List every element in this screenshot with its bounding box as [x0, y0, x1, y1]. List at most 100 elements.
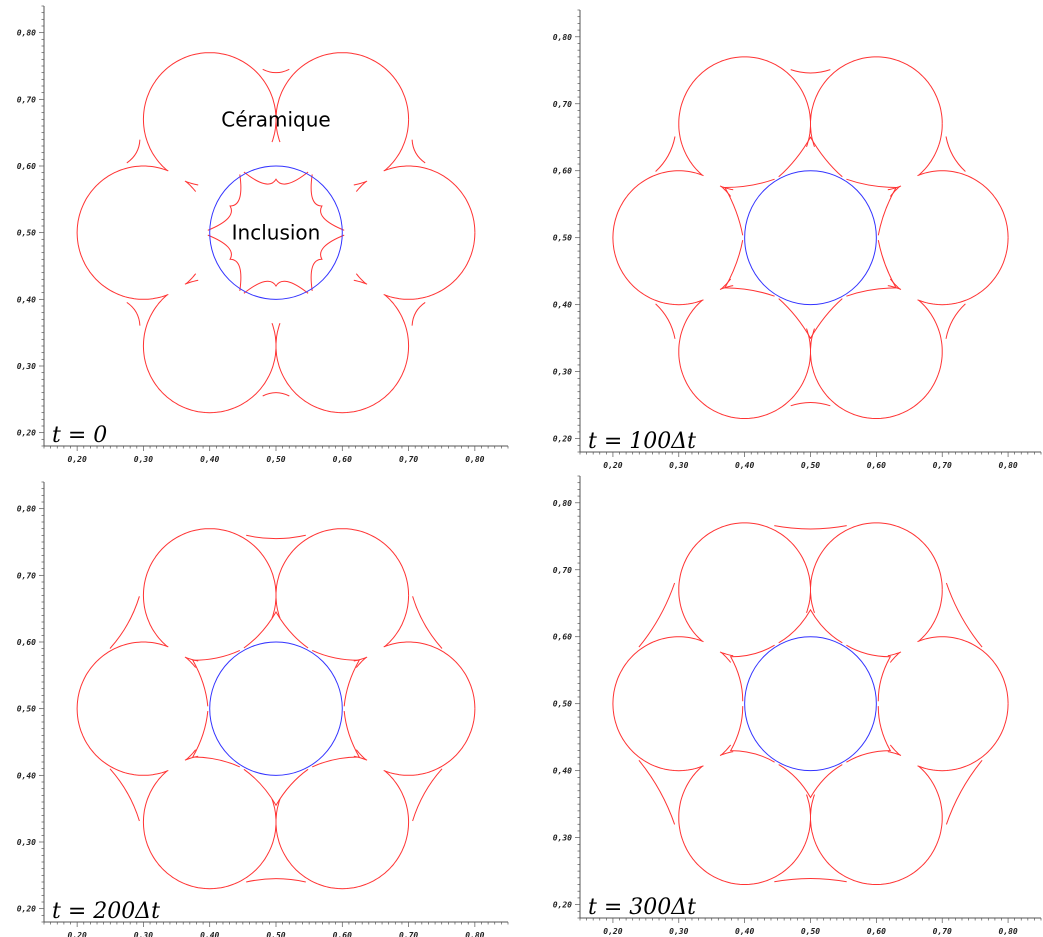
ceramic-neck	[945, 136, 966, 172]
ceramic-neck	[109, 768, 140, 822]
x-tick-label: 0,50	[266, 455, 285, 464]
ceramic-neck	[774, 877, 847, 883]
inner-interface	[729, 608, 892, 799]
y-tick-label: 0,40	[553, 767, 572, 776]
y-tick-label: 0,20	[17, 429, 36, 438]
y-tick-label: 0,80	[17, 505, 36, 514]
ceramic-interface	[271, 119, 277, 143]
x-tick-label: 0,30	[669, 461, 688, 470]
panel-t200: 0,20 0,30 0,40 0,50 0,60 0,70 0,80 0,20 0,30 0,40…	[17, 481, 509, 937]
x-tick-label: 0,70	[933, 927, 952, 936]
ceramic-interface	[383, 232, 476, 300]
y-tick-label: 0,20	[17, 905, 36, 914]
x-tick-label: 0,40	[735, 927, 754, 936]
ceramic-neck	[126, 301, 141, 326]
inclusion-circle	[209, 165, 343, 300]
ceramic-interface	[76, 165, 169, 300]
ceramic-neck	[262, 392, 290, 397]
ceramic-interface	[355, 749, 367, 761]
ceramic-interface	[678, 522, 811, 642]
ceramic-interface	[810, 328, 943, 419]
ceramic-neck	[638, 582, 676, 648]
x-tick-label: 0,50	[266, 931, 285, 937]
y-tick-label: 0,30	[553, 368, 572, 377]
ceramic-interface	[353, 180, 368, 186]
ceramic-interface	[918, 589, 943, 642]
ceramic-interface	[142, 52, 277, 171]
y-tick-label: 0,70	[17, 571, 36, 580]
ceramic-interface	[355, 273, 367, 285]
ceramic-interface	[917, 237, 1009, 306]
ceramic-interface	[185, 181, 197, 192]
ceramic-interface	[184, 180, 199, 186]
ceramic-interface	[142, 528, 277, 647]
time-label: t = 0	[52, 423, 107, 448]
y-tick-label: 0,20	[553, 435, 572, 444]
ceramic-interface	[918, 123, 943, 176]
time-label: t = 200Δt	[52, 899, 160, 924]
ceramic-neck	[655, 136, 676, 172]
y-tick-label: 0,60	[17, 162, 36, 171]
ceramic-interface	[678, 299, 811, 419]
ceramic-neck	[790, 69, 831, 74]
ceramic-interface	[353, 279, 368, 285]
ceramic-interface	[917, 636, 1009, 704]
inclusion-circle	[209, 641, 343, 776]
x-tick-label: 0,60	[333, 455, 352, 464]
ceramic-interface	[918, 299, 943, 352]
ceramic-interface	[806, 123, 811, 147]
ceramic-interface	[275, 528, 410, 619]
ceramic-interface	[612, 170, 704, 306]
x-tick-label: 0,80	[465, 455, 484, 464]
ceramic-neck	[412, 596, 443, 649]
y-tick-label: 0,60	[553, 633, 572, 642]
x-tick-label: 0,70	[933, 461, 952, 470]
y-tick-label: 0,30	[17, 838, 36, 847]
ceramic-interface	[612, 636, 704, 772]
ceramic-interface	[383, 708, 476, 776]
ceramic-neck	[262, 68, 290, 74]
y-tick-label: 0,40	[17, 295, 36, 304]
ceramic-neck	[411, 139, 426, 164]
panel-t0: 0,20 0,30 0,40 0,50 0,60 0,70 0,80 0,20 0,30 0,40…	[17, 5, 509, 464]
ceramic-interface	[889, 744, 901, 756]
ceramic-interface	[142, 294, 277, 414]
ceramic-neck	[774, 525, 847, 530]
x-tick-label: 0,30	[669, 927, 688, 936]
ceramic-neck	[126, 139, 141, 164]
ceramic-neck	[790, 401, 831, 407]
x-tick-label: 0,20	[68, 455, 87, 464]
x-tick-label: 0,60	[867, 461, 886, 470]
inclusion-circle	[744, 636, 877, 772]
y-tick-label: 0,50	[553, 700, 572, 709]
ceramic-neck	[109, 596, 140, 649]
x-tick-label: 0,40	[200, 931, 219, 937]
x-tick-label: 0,80	[998, 461, 1017, 470]
ceramic-interface	[384, 770, 410, 823]
ceramic-interface	[810, 794, 943, 885]
x-tick-label: 0,80	[998, 927, 1017, 936]
x-tick-label: 0,40	[735, 461, 754, 470]
time-label: t = 300Δt	[588, 895, 696, 920]
ceramic-interface	[810, 56, 943, 147]
ceramic-interface	[383, 641, 476, 709]
ceramic-interface	[719, 651, 734, 657]
y-tick-label: 0,70	[553, 566, 572, 575]
inclusion-label: Inclusion	[232, 221, 321, 245]
y-tick-label: 0,70	[17, 95, 36, 104]
x-tick-label: 0,50	[801, 927, 820, 936]
ceramic-interface	[275, 52, 410, 143]
y-tick-label: 0,80	[553, 499, 572, 508]
y-tick-label: 0,80	[17, 29, 36, 38]
ceramic-interface	[678, 56, 811, 176]
inner-interface	[207, 171, 345, 294]
y-tick-label: 0,50	[17, 229, 36, 238]
ceramic-interface	[806, 794, 811, 818]
ceramic-neck	[412, 768, 443, 822]
ceramic-neck	[246, 534, 306, 540]
time-label: t = 100Δt	[588, 429, 696, 454]
ceramic-neck	[638, 759, 676, 825]
ceramic-interface	[185, 749, 197, 761]
ceramic-interface	[384, 119, 410, 171]
